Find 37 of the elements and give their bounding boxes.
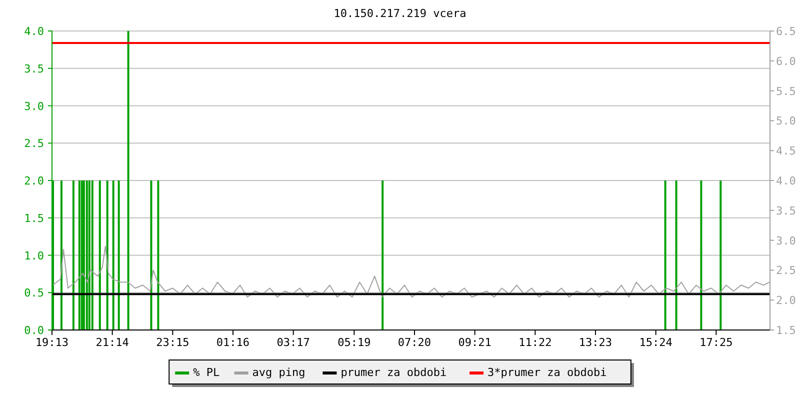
y2-tick-label: 4.0 (776, 174, 796, 188)
x-tick-label: 01:16 (216, 336, 250, 349)
y-tick-label: 2.5 (24, 137, 44, 150)
y2-tick-label: 6.0 (776, 54, 796, 68)
x-tick-label: 15:24 (639, 336, 673, 349)
x-tick-label: 03:17 (276, 336, 310, 349)
y-tick-label: 0.5 (24, 286, 44, 300)
x-tick-label: 11:22 (518, 336, 552, 349)
y-tick-label: 3.0 (24, 100, 44, 113)
y-tick-label: 4.0 (24, 25, 44, 38)
legend-label: % PL (193, 366, 220, 379)
y2-tick-label: 5.5 (776, 84, 796, 98)
chart-title: 10.150.217.219 vcera (334, 7, 466, 20)
x-tick-label: 05:19 (338, 336, 371, 349)
x-tick-label: 07:20 (398, 336, 432, 349)
legend-label: avg ping (252, 366, 306, 379)
y2-tick-label: 6.5 (776, 25, 796, 38)
legend-label: 3*prumer za obdobi (488, 366, 607, 379)
x-tick-label: 09:21 (458, 336, 492, 349)
y-tick-label: 1.0 (24, 249, 44, 262)
x-tick-label: 23:15 (156, 336, 190, 349)
y2-tick-label: 2.5 (776, 264, 796, 278)
y2-tick-label: 1.5 (776, 324, 796, 337)
x-tick-label: 17:25 (700, 336, 733, 349)
x-tick-label: 13:23 (578, 336, 612, 349)
y-tick-label: 1.5 (24, 212, 44, 225)
x-tick-label: 19:13 (35, 336, 69, 349)
legend-label: prumer za obdobi (340, 366, 447, 379)
y2-tick-label: 5.0 (776, 114, 796, 128)
y2-tick-label: 3.0 (776, 234, 796, 248)
x-tick-label: 21:14 (96, 336, 130, 349)
y2-tick-label: 3.5 (776, 204, 796, 218)
y2-tick-label: 2.0 (776, 294, 796, 308)
y2-tick-label: 4.5 (776, 144, 796, 158)
y-tick-label: 2.0 (24, 174, 44, 188)
y-tick-label: 0.0 (24, 324, 44, 337)
y-tick-label: 3.5 (24, 62, 44, 76)
